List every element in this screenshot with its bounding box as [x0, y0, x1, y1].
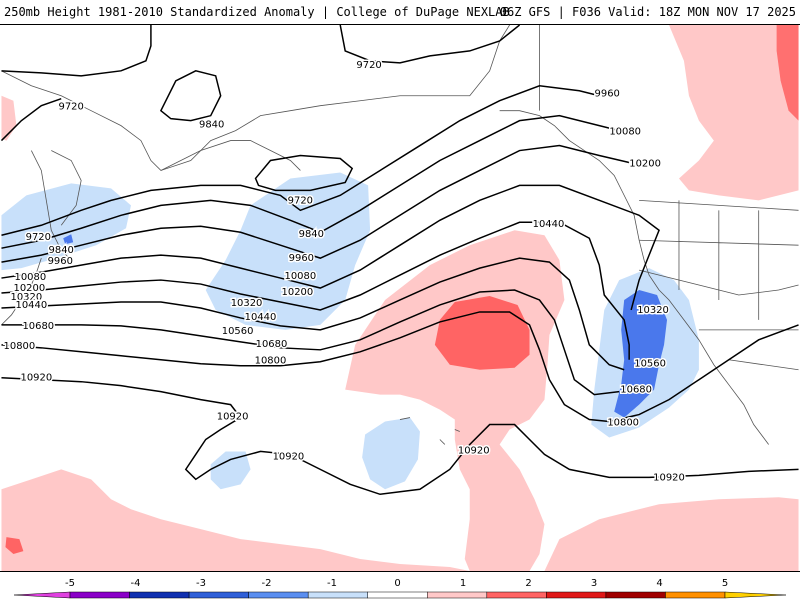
colorbar-segment: [665, 591, 726, 599]
contour-label: 10080: [15, 272, 47, 283]
contour-label: 10440: [245, 312, 277, 323]
map-panel: 9720 9720 9720 9720 9840 9840 9840 9960 …: [0, 24, 800, 572]
colorbar-tick-label: -5: [65, 578, 75, 589]
colorbar-tick-label: -1: [327, 578, 337, 589]
colorbar-segment: [129, 591, 190, 599]
contour-label: 9960: [48, 256, 73, 267]
map-title: 250mb Height 1981-2010 Standardized Anom…: [4, 5, 510, 19]
colorbar-tick-label: -4: [131, 578, 141, 589]
negative-anomaly-shading: [1, 172, 699, 490]
colorbar-segment: [486, 591, 547, 599]
contour-label: 10200: [14, 283, 46, 294]
contour-label: 9840: [199, 120, 224, 131]
colorbar-segments: [13, 591, 787, 599]
contour-label: 9720: [26, 232, 51, 243]
colorbar-tick-label: 3: [591, 578, 597, 589]
colorbar-tick-label: 2: [525, 578, 531, 589]
contour-label: 10200: [282, 287, 314, 298]
colorbar-tick-label: 4: [656, 578, 662, 589]
colorbar-tick-label: -2: [262, 578, 272, 589]
contour-label: 10560: [634, 359, 666, 370]
contour-label: 10680: [22, 321, 54, 332]
contour-label: 10080: [609, 127, 641, 138]
contour-label: 10080: [285, 271, 317, 282]
colorbar-ticks: -5 -4 -3 -2 -1 0 1 2 3 4 5: [65, 578, 728, 589]
contour-label: 9840: [49, 245, 74, 256]
contour-label: 9720: [356, 60, 381, 71]
colorbar-segment: [69, 591, 130, 599]
contour-label: 10440: [16, 300, 48, 311]
contour-label: 10320: [637, 305, 669, 316]
coastlines: [1, 25, 799, 445]
contour-label: 10920: [653, 472, 685, 483]
colorbar-segment: [724, 591, 787, 599]
contour-label: 9840: [299, 229, 324, 240]
contour-label: 10680: [620, 385, 652, 396]
colorbar-segment: [546, 591, 607, 599]
colorbar-tick-label: 5: [722, 578, 728, 589]
contour-label: 10680: [256, 339, 288, 350]
colorbar-tick-label: 0: [394, 578, 400, 589]
contour-label: 10320: [11, 292, 43, 303]
contour-label: 10440: [533, 219, 565, 230]
contour-label: 10200: [629, 158, 661, 169]
contour-label: 10560: [222, 326, 254, 337]
contour-label: 9720: [59, 102, 84, 113]
colorbar-segment: [248, 591, 309, 599]
colorbar-segment: [367, 591, 428, 599]
colorbar-segment: [605, 591, 666, 599]
colorbar-tick-label: -3: [196, 578, 206, 589]
contour-label: 10320: [231, 298, 263, 309]
colorbar-segment: [307, 591, 368, 599]
contour-labels: 9720 9720 9720 9720 9840 9840 9840 9960 …: [2, 58, 686, 484]
contour-label: 10800: [4, 341, 36, 352]
positive-anomaly-shading: [1, 25, 799, 571]
map-header: 250mb Height 1981-2010 Standardized Anom…: [0, 0, 800, 24]
colorbar-segment: [13, 591, 71, 599]
contour-label: 10920: [20, 373, 52, 384]
height-contours: [0, 25, 799, 496]
contour-label: 10800: [255, 356, 287, 367]
contour-label: 10920: [217, 412, 249, 423]
contour-label: 9720: [288, 195, 313, 206]
contour-label: 10800: [607, 418, 639, 429]
contour-label: 9960: [595, 89, 620, 100]
colorbar-segment: [188, 591, 249, 599]
run-info: 06Z GFS | F036 Valid: 18Z MON NOV 17 202…: [499, 5, 796, 19]
colorbar-tick-label: 1: [460, 578, 466, 589]
contour-label: 9960: [289, 253, 314, 264]
contour-label: 10920: [458, 445, 490, 456]
colorbar: -5 -4 -3 -2 -1 0 1 2 3 4 5: [0, 572, 800, 600]
contour-label: 10920: [273, 451, 305, 462]
colorbar-segment: [427, 591, 488, 599]
